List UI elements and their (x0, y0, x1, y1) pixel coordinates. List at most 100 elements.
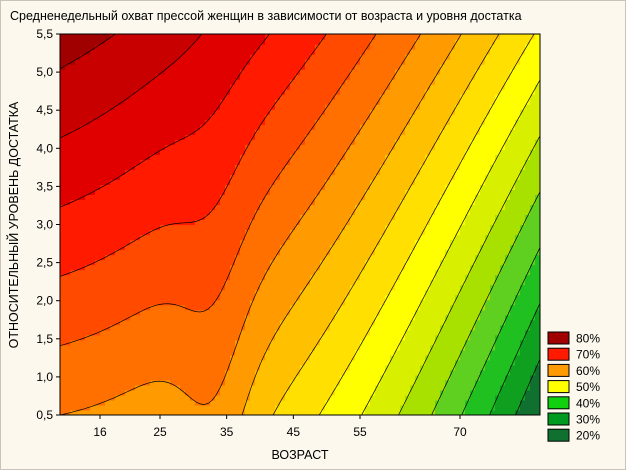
contour-cell (195, 234, 201, 241)
contour-cell (245, 359, 251, 366)
contour-cell (345, 199, 351, 206)
contour-cell (195, 179, 201, 185)
contour-cell (270, 164, 276, 170)
contour-cell (75, 249, 81, 256)
contour-cell (140, 374, 146, 381)
contour-cell (260, 134, 266, 140)
contour-cell (150, 389, 156, 396)
contour-cell (185, 104, 191, 110)
contour-cell (155, 199, 161, 206)
contour-cell (75, 64, 81, 70)
contour-cell (240, 329, 246, 336)
contour-cell (380, 134, 386, 140)
contour-cell (310, 294, 316, 301)
contour-cell (135, 269, 141, 276)
contour-cell (170, 154, 176, 160)
contour-cell (250, 299, 256, 306)
contour-cell (305, 359, 311, 366)
contour-cell (380, 164, 386, 170)
contour-cell (310, 154, 316, 160)
contour-cell (140, 74, 146, 80)
contour-cell (365, 284, 371, 291)
contour-cell (160, 319, 166, 326)
contour-cell (220, 119, 226, 125)
contour-cell (145, 254, 151, 261)
contour-cell (140, 284, 146, 291)
contour-cell (370, 159, 376, 165)
contour-cell (225, 349, 231, 356)
contour-cell (355, 199, 361, 206)
contour-cell (350, 79, 356, 85)
contour-cell (65, 329, 71, 336)
contour-cell (225, 344, 231, 351)
contour-cell (135, 274, 141, 281)
contour-cell (130, 249, 136, 256)
contour-cell (135, 384, 141, 391)
contour-cell (230, 229, 236, 236)
contour-cell (180, 119, 186, 125)
contour-cell (170, 369, 176, 376)
contour-cell (180, 329, 186, 336)
contour-cell (240, 369, 246, 376)
contour-cell (295, 74, 301, 80)
contour-cell (350, 204, 356, 211)
contour-cell (280, 284, 286, 291)
contour-cell (325, 109, 331, 115)
contour-cell (135, 74, 141, 80)
contour-cell (310, 39, 316, 45)
contour-cell (205, 119, 211, 125)
contour-cell (375, 204, 381, 211)
contour-cell (300, 319, 306, 326)
contour-cell (170, 394, 176, 401)
contour-cell (370, 99, 376, 105)
contour-cell (70, 364, 76, 371)
contour-cell (355, 289, 361, 296)
contour-cell (235, 179, 241, 185)
contour-cell (355, 239, 361, 246)
contour-cell (345, 214, 351, 221)
contour-cell (195, 64, 201, 70)
contour-cell (60, 244, 66, 251)
contour-cell (335, 264, 341, 271)
contour-cell (145, 354, 151, 361)
contour-cell (95, 279, 101, 286)
contour-cell (280, 164, 286, 170)
contour-cell (185, 204, 191, 211)
contour-cell (305, 219, 311, 226)
contour-cell (185, 334, 191, 341)
contour-cell (190, 79, 196, 85)
contour-cell (145, 249, 151, 256)
contour-cell (260, 194, 266, 201)
contour-cell (140, 189, 146, 196)
contour-cell (315, 64, 321, 70)
contour-cell (210, 279, 216, 286)
contour-cell (110, 279, 116, 286)
contour-cell (345, 389, 351, 396)
contour-cell (160, 284, 166, 291)
contour-cell (325, 244, 331, 251)
contour-cell (135, 89, 141, 95)
contour-cell (370, 384, 376, 391)
contour-cell (215, 129, 221, 135)
contour-cell (315, 244, 321, 251)
contour-cell (160, 309, 166, 316)
contour-cell (240, 134, 246, 140)
contour-cell (190, 379, 196, 386)
contour-cell (225, 89, 231, 95)
contour-cell (145, 214, 151, 221)
contour-cell (60, 89, 66, 95)
contour-cell (190, 104, 196, 110)
contour-cell (110, 384, 116, 391)
contour-cell (355, 279, 361, 286)
contour-cell (250, 184, 256, 190)
contour-cell (105, 289, 111, 296)
contour-cell (140, 154, 146, 160)
contour-cell (345, 119, 351, 125)
contour-cell (150, 294, 156, 301)
contour-cell (245, 299, 251, 306)
contour-cell (70, 179, 76, 185)
contour-cell (220, 39, 226, 45)
contour-cell (230, 399, 236, 406)
contour-cell (225, 354, 231, 361)
contour-cell (315, 214, 321, 221)
